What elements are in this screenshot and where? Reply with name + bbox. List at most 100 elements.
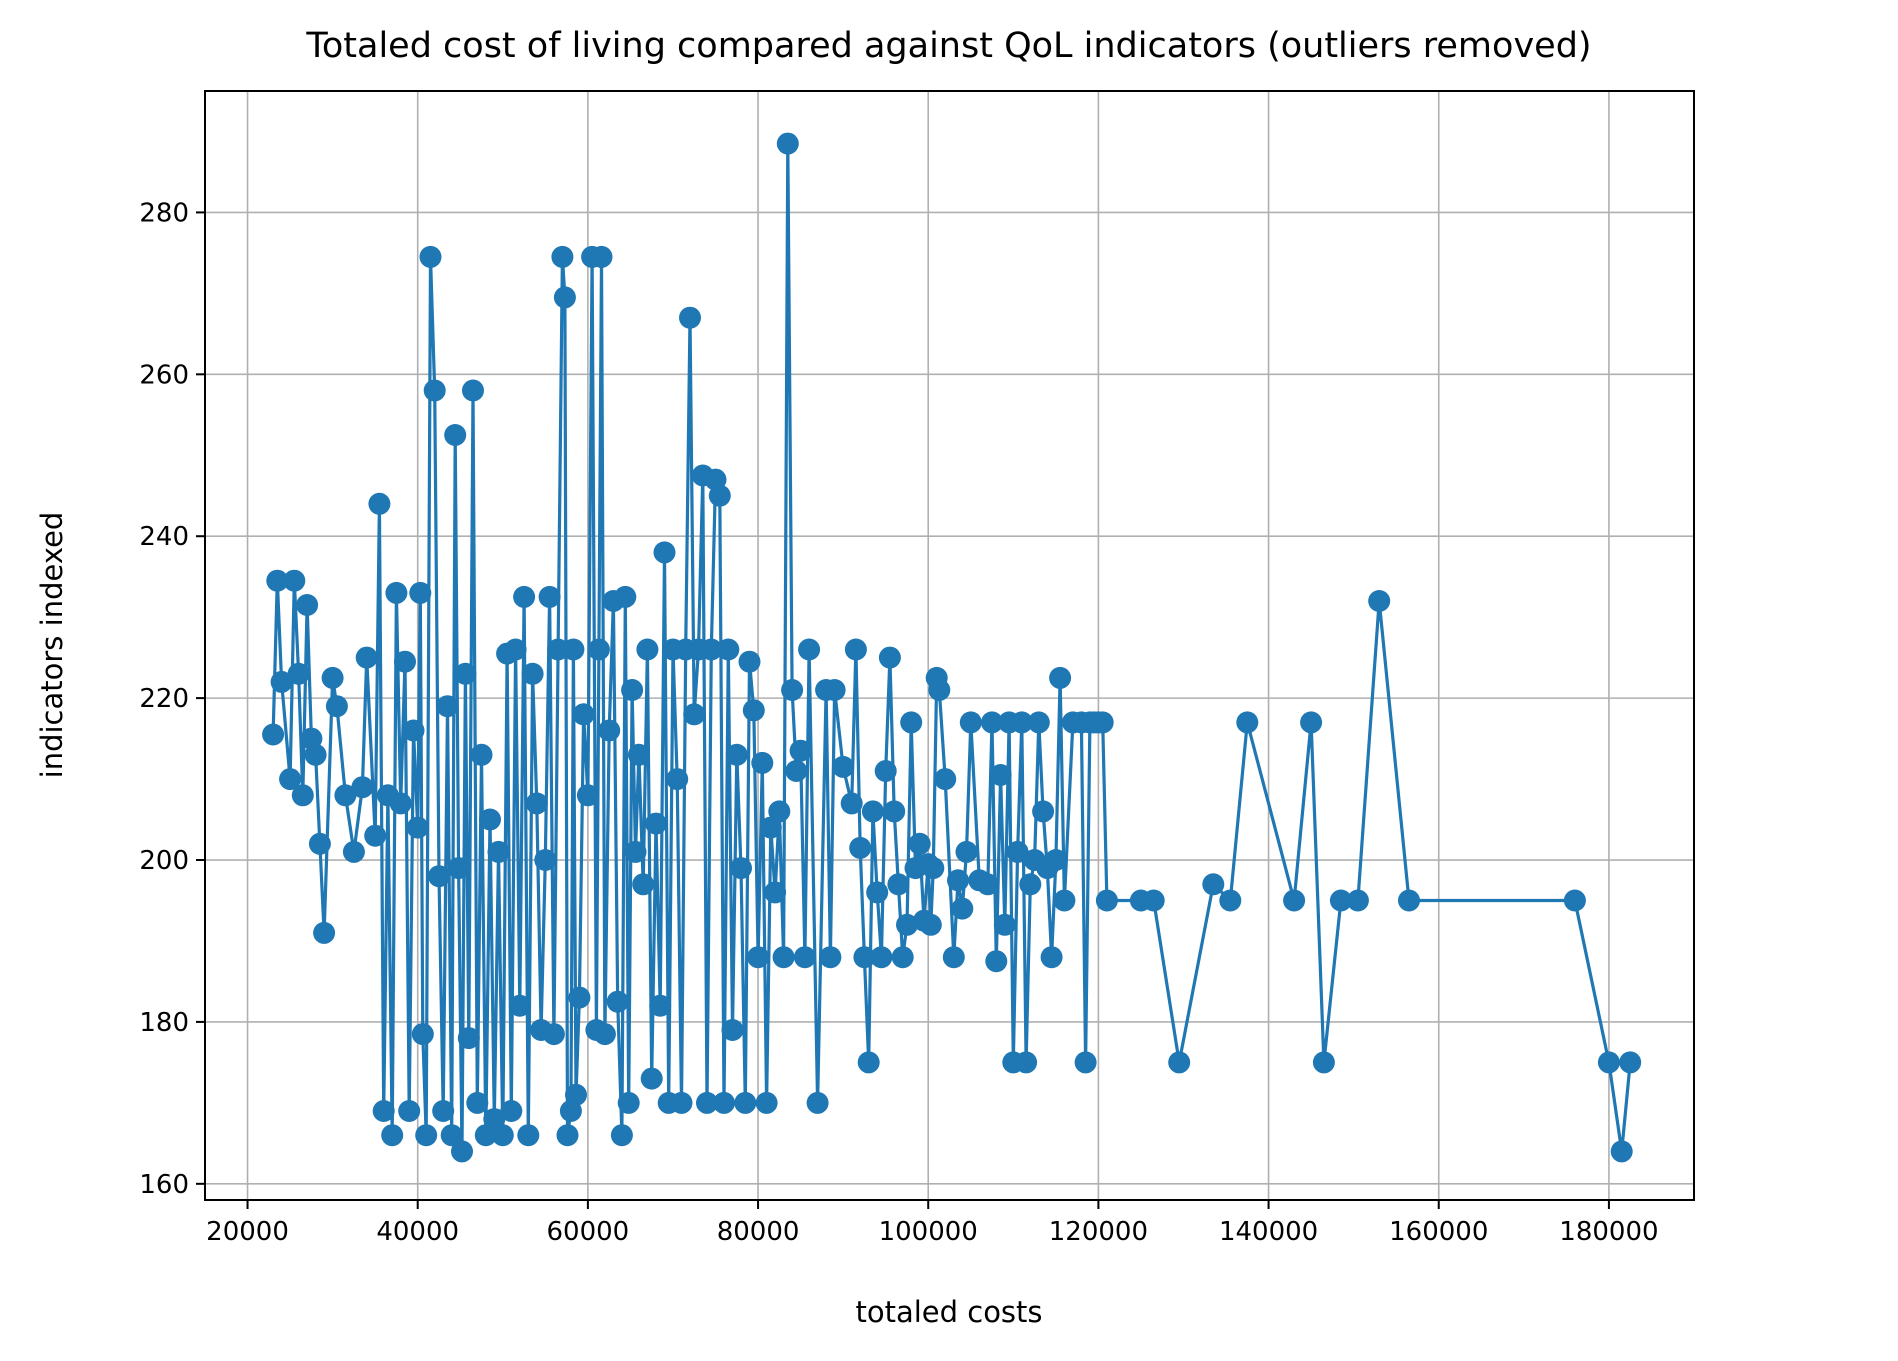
- data-point: [730, 857, 752, 880]
- data-point: [1563, 889, 1586, 912]
- data-point: [606, 990, 629, 1013]
- data-point: [372, 1100, 395, 1122]
- y-tick-label: 200: [139, 846, 189, 876]
- data-point: [547, 638, 570, 661]
- data-point: [832, 755, 855, 778]
- data-point: [617, 1091, 640, 1114]
- data-point: [266, 569, 289, 592]
- data-point: [551, 245, 574, 268]
- data-point: [504, 638, 527, 661]
- data-point: [789, 739, 812, 762]
- data-point: [428, 865, 450, 888]
- data-point: [981, 711, 1003, 734]
- data-point: [844, 638, 867, 661]
- data-point: [1283, 889, 1306, 912]
- data-point: [610, 1124, 633, 1147]
- data-point: [772, 946, 795, 969]
- data-point: [321, 666, 344, 689]
- data-point: [538, 585, 561, 608]
- data-point: [423, 379, 446, 402]
- data-point: [1049, 666, 1072, 689]
- data-point: [738, 650, 761, 673]
- x-tick-label: 180000: [1559, 1217, 1658, 1247]
- data-point: [683, 703, 706, 726]
- data-point: [764, 881, 787, 904]
- data-point: [470, 743, 493, 766]
- y-tick-label: 160: [139, 1170, 189, 1200]
- data-point: [721, 1019, 744, 1041]
- data-point: [451, 1140, 473, 1163]
- data-point: [713, 1091, 735, 1114]
- data-point: [951, 897, 974, 920]
- data-point: [598, 719, 621, 742]
- data-point: [587, 638, 610, 661]
- data-point: [593, 1023, 616, 1046]
- data-point: [734, 1091, 757, 1114]
- data-point: [751, 751, 774, 774]
- x-tick-label: 160000: [1389, 1217, 1488, 1247]
- data-point: [1619, 1051, 1642, 1074]
- data-point: [781, 679, 804, 701]
- data-point: [976, 873, 999, 896]
- data-point: [1142, 889, 1165, 912]
- data-point: [1368, 590, 1391, 612]
- data-point: [279, 768, 302, 791]
- data-point: [553, 286, 576, 309]
- data-point: [385, 581, 408, 604]
- data-point: [621, 679, 644, 701]
- data-point: [483, 1108, 506, 1131]
- data-point: [614, 585, 637, 608]
- data-point: [556, 1124, 579, 1147]
- data-point: [878, 646, 901, 669]
- data-point: [700, 638, 723, 661]
- data-point: [1236, 711, 1259, 734]
- axis-ticks: 20000 40000 60000 80000 100000 120000 140000 16…: [139, 198, 1658, 1247]
- data-point: [755, 1091, 778, 1114]
- data-point: [406, 816, 429, 839]
- data-point: [381, 1124, 404, 1147]
- data-point: [1053, 889, 1076, 912]
- data-point: [624, 840, 647, 863]
- data-point: [525, 792, 548, 815]
- data-point: [908, 832, 931, 855]
- data-point: [649, 994, 672, 1017]
- x-tick-label: 40000: [376, 1217, 459, 1247]
- x-tick-label: 140000: [1219, 1217, 1318, 1247]
- data-point: [521, 662, 544, 685]
- data-point: [1019, 873, 1042, 896]
- data-point: [440, 1124, 463, 1147]
- data-point: [759, 816, 782, 839]
- data-point: [947, 869, 969, 892]
- x-tick-label: 120000: [1049, 1217, 1148, 1247]
- data-point: [861, 800, 884, 823]
- data-point: [849, 836, 872, 859]
- data-point: [1074, 1051, 1097, 1074]
- data-point: [959, 711, 982, 734]
- data-point: [942, 946, 965, 969]
- data-point: [785, 760, 808, 782]
- data-point: [883, 800, 906, 823]
- data-point: [985, 950, 1008, 973]
- data-point: [696, 1091, 718, 1114]
- data-point: [576, 784, 599, 807]
- data-point: [806, 1091, 829, 1114]
- data-point: [342, 840, 365, 863]
- data-point: [679, 306, 701, 329]
- data-point: [291, 784, 314, 807]
- data-point: [874, 760, 897, 782]
- data-point: [798, 638, 821, 661]
- data-point: [717, 638, 740, 661]
- data-point: [419, 245, 442, 268]
- x-tick-label: 60000: [547, 1217, 630, 1247]
- y-axis-label: indicators indexed: [35, 512, 69, 779]
- data-point: [411, 1023, 434, 1046]
- data-point: [955, 840, 978, 863]
- data-point: [922, 857, 945, 880]
- data-point: [725, 743, 748, 766]
- data-point: [1597, 1051, 1620, 1074]
- y-tick-label: 240: [139, 522, 189, 552]
- data-point: [823, 679, 846, 701]
- data-point: [1398, 889, 1420, 912]
- data-point: [296, 594, 319, 616]
